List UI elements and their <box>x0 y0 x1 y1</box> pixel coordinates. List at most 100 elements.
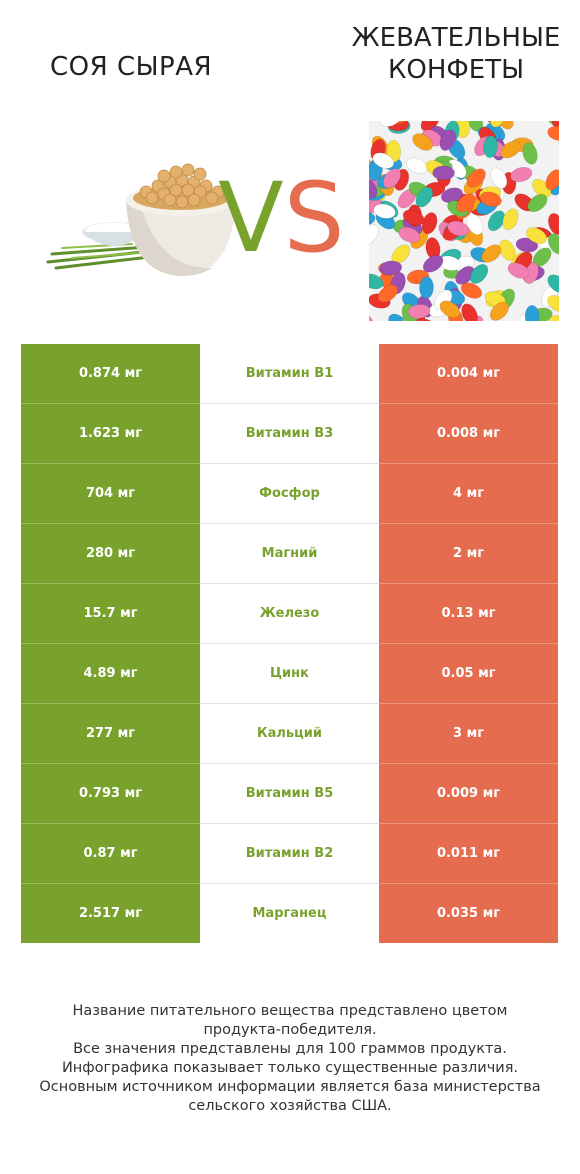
nutrient-name-cell: Кальций <box>200 704 379 764</box>
left-value-cell: 15.7 мг <box>21 584 200 644</box>
table-row: 280 мг Магний 2 мг <box>21 524 558 584</box>
jelly-bean <box>548 315 559 321</box>
left-product-title: СОЯ СЫРАЯ <box>50 52 213 82</box>
nutrient-name-cell: Фосфор <box>200 464 379 524</box>
jelly-bean <box>439 300 461 318</box>
nutrient-comparison-table: 0.874 мг Витамин B1 0.004 мг 1.623 мг Витами… <box>21 344 558 944</box>
jelly-bean <box>369 177 378 199</box>
jelly-bean <box>524 305 540 321</box>
right-value-cell: 0.13 мг <box>379 584 558 644</box>
right-value-cell: 0.011 мг <box>379 824 558 884</box>
jelly-bean <box>406 157 428 174</box>
table-row: 0.87 мг Витамин B2 0.011 мг <box>21 824 558 884</box>
jelly-bean <box>379 260 403 276</box>
jelly-bean <box>545 169 559 191</box>
jelly-bean <box>439 129 456 151</box>
jelly-bean <box>547 125 559 141</box>
jelly-bean <box>422 255 444 273</box>
jelly-bean <box>369 273 384 290</box>
jelly-bean <box>388 313 408 321</box>
jelly-bean <box>411 318 435 321</box>
footer-line: Инфографика показывает только существенн… <box>61 1060 519 1076</box>
jelly-bean <box>500 140 521 159</box>
jelly-beans-image <box>369 121 559 321</box>
jelly-bean <box>369 211 376 225</box>
jelly-bean <box>373 203 396 219</box>
jelly-bean <box>510 166 533 183</box>
jelly-bean <box>490 167 508 189</box>
jelly-bean <box>419 276 434 299</box>
footer-note: Название питательного вещества представл… <box>20 1002 560 1116</box>
jelly-bean <box>369 224 379 245</box>
nutrient-name-cell: Цинк <box>200 644 379 704</box>
footer-line: сельского хозяйства США. <box>188 1098 392 1114</box>
jelly-bean <box>407 304 431 319</box>
right-value-cell: 0.004 мг <box>379 344 558 404</box>
table-row: 2.517 мг Марганец 0.035 мг <box>21 884 558 944</box>
jelly-bean <box>547 233 559 255</box>
jelly-bean <box>507 262 530 279</box>
jelly-bean <box>548 213 559 235</box>
jelly-bean <box>456 193 476 213</box>
right-value-cell: 0.035 мг <box>379 884 558 943</box>
jelly-bean <box>479 191 502 207</box>
footer-line: Основным источником информации является … <box>39 1079 541 1095</box>
footer-line: продукта-победителя. <box>203 1022 377 1038</box>
jelly-bean <box>377 284 399 303</box>
jelly-bean <box>369 312 375 321</box>
right-value-cell: 3 мг <box>379 704 558 764</box>
jelly-bean <box>522 142 538 165</box>
nutrient-name-cell: Железо <box>200 584 379 644</box>
jelly-bean <box>489 121 506 128</box>
nutrient-name-cell: Витамин B5 <box>200 764 379 824</box>
nutrient-name-cell: Марганец <box>200 884 379 943</box>
jelly-bean <box>466 168 486 188</box>
right-value-cell: 0.05 мг <box>379 644 558 704</box>
jelly-bean <box>525 227 548 244</box>
jelly-bean <box>483 135 498 158</box>
footer-line: Название питательного вещества представл… <box>72 1003 508 1019</box>
table-row: 0.793 мг Витамин B5 0.009 мг <box>21 764 558 824</box>
jelly-bean <box>432 165 455 181</box>
left-value-cell: 704 мг <box>21 464 200 524</box>
table-row: 15.7 мг Железо 0.13 мг <box>21 584 558 644</box>
nutrient-name-cell: Магний <box>200 524 379 584</box>
right-title-line-2: КОНФЕТЫ <box>387 55 525 85</box>
jelly-bean <box>502 208 519 231</box>
jelly-bean <box>383 168 401 189</box>
footer-line: Все значения представлены для 100 граммо… <box>73 1041 507 1057</box>
jelly-bean <box>447 220 470 237</box>
left-value-cell: 4.89 мг <box>21 644 200 704</box>
right-value-cell: 0.008 мг <box>379 404 558 464</box>
jelly-bean <box>412 133 433 151</box>
jelly-bean <box>379 121 402 127</box>
table-row: 277 мг Кальций 3 мг <box>21 704 558 764</box>
jelly-bean <box>372 152 395 169</box>
jelly-bean <box>460 282 483 299</box>
jelly-bean <box>466 213 484 235</box>
table-row: 4.89 мг Цинк 0.05 мг <box>21 644 558 704</box>
right-value-cell: 2 мг <box>379 524 558 584</box>
vs-letter-s: S <box>283 162 345 274</box>
jelly-bean <box>469 263 489 284</box>
jelly-bean <box>481 244 502 263</box>
versus-label: VS <box>218 168 345 268</box>
left-value-cell: 1.623 мг <box>21 404 200 464</box>
nutrient-name-cell: Витамин B3 <box>200 404 379 464</box>
jelly-bean <box>527 193 548 213</box>
table-row: 0.874 мг Витамин B1 0.004 мг <box>21 344 558 404</box>
jelly-bean <box>461 303 478 321</box>
left-value-cell: 0.793 мг <box>21 764 200 824</box>
left-value-cell: 2.517 мг <box>21 884 200 943</box>
jelly-bean <box>547 274 559 293</box>
table-row: 1.623 мг Витамин B3 0.008 мг <box>21 404 558 464</box>
jelly-bean <box>487 210 506 232</box>
jelly-bean <box>499 239 516 261</box>
left-value-cell: 0.874 мг <box>21 344 200 404</box>
jelly-bean <box>386 139 402 163</box>
right-product-title: ЖЕВАТЕЛЬНЫЕ КОНФЕТЫ <box>346 22 566 86</box>
jelly-bean <box>386 121 409 124</box>
nutrient-name-cell: Витамин B1 <box>200 344 379 404</box>
right-value-cell: 4 мг <box>379 464 558 524</box>
jelly-bean <box>515 237 539 253</box>
